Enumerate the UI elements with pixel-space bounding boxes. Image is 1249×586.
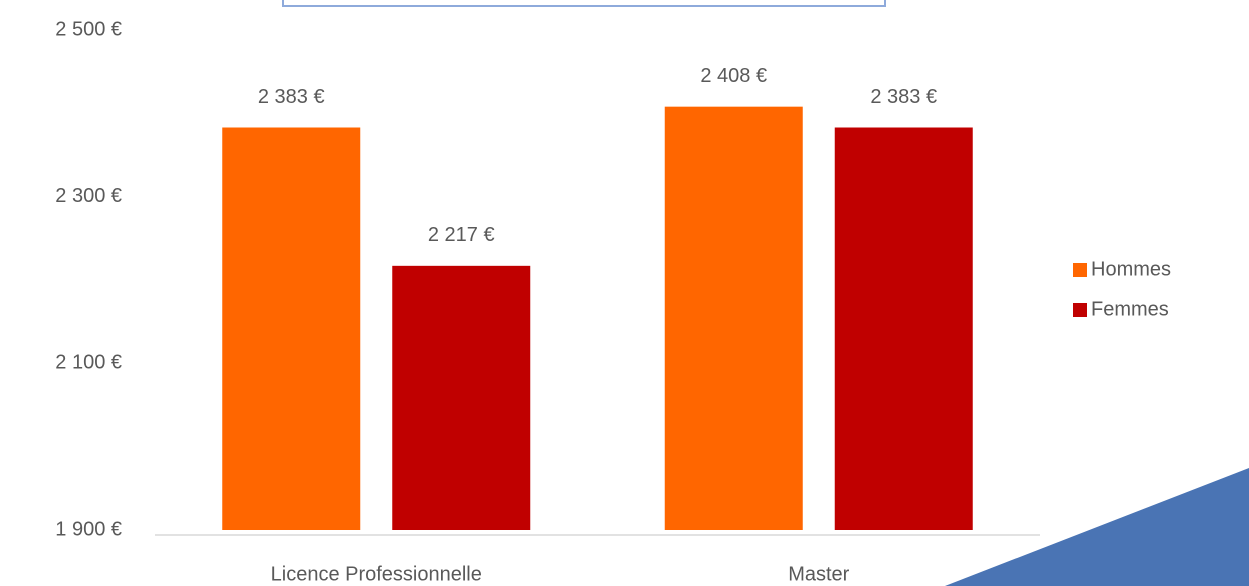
legend-swatch bbox=[1073, 303, 1087, 317]
title-box bbox=[282, 0, 886, 7]
y-tick-label: 2 100 € bbox=[55, 352, 122, 374]
legend-swatch bbox=[1073, 263, 1087, 277]
y-tick-label: 1 900 € bbox=[55, 518, 122, 540]
x-tick-label: Licence Professionnelle bbox=[271, 563, 482, 585]
legend-label: Hommes bbox=[1091, 258, 1171, 280]
y-tick-label: 2 500 € bbox=[55, 18, 122, 40]
value-label: 2 408 € bbox=[700, 65, 767, 87]
y-tick-label: 2 300 € bbox=[55, 185, 122, 207]
legend-label: Femmes bbox=[1091, 298, 1169, 320]
bar bbox=[392, 265, 531, 530]
value-label: 2 217 € bbox=[428, 224, 495, 246]
value-label: 2 383 € bbox=[870, 86, 937, 108]
decoration bbox=[945, 468, 1249, 586]
bar bbox=[834, 127, 973, 530]
value-label: 2 383 € bbox=[258, 86, 325, 108]
bar bbox=[664, 106, 803, 531]
bar bbox=[222, 127, 361, 530]
x-tick-label: Master bbox=[788, 563, 849, 585]
